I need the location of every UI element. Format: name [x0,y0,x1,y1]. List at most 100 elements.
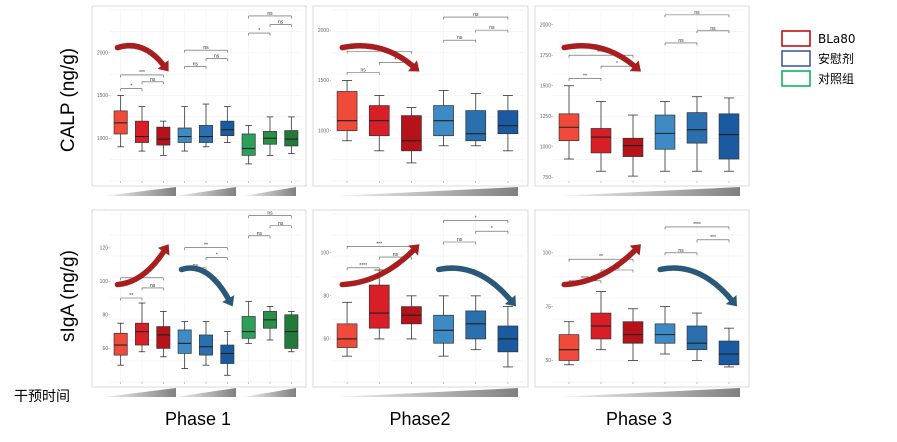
calp-phase2-box-4 [465,93,487,183]
sig-label: ns [267,11,273,17]
trend-arrow-shaft [339,247,416,288]
siga-phase3-time-wedge-0 [556,388,740,397]
trend-arrow-head [629,244,641,256]
siga-phase2-box-2 [401,295,422,384]
siga-phase1-box-1 [135,302,149,384]
siga-phase2-tick-label: 80 [323,294,329,300]
box-body [241,316,256,339]
calp-phase3-box-1 [590,101,612,183]
box-body [241,133,256,156]
calp-phase1-sig-3: ns [184,61,207,69]
siga-phase1-trend-arrow-0 [114,244,170,288]
calp-phase1-sig-5: ns [184,45,228,53]
siga-phase3-box-4 [686,312,708,384]
siga-phase3-tick-label: 75 [545,304,551,310]
sig-label: ns [678,38,684,44]
sig-label: ns [257,231,263,237]
calp-phase3-tick-label: 2000 [540,22,551,28]
sig-label: ns [193,61,199,67]
sig-label: ns [267,211,273,217]
siga-phase3-box-2 [622,308,644,384]
siga-phase2-panel: 60 80 100 **** ns *** ns * * [312,209,529,397]
calp-phase1-time-wedge-2 [243,187,296,196]
box-body [465,310,487,340]
calp-phase1-tick-label: 1000 [97,136,108,142]
siga-phase1-frame [91,209,307,388]
box-body [177,127,192,143]
sig-label: ns [710,26,716,32]
sig-label: * [616,61,618,67]
sig-label: ** [599,254,603,260]
trend-arrow-head [408,60,420,72]
siga-phase3-box-1 [590,291,612,384]
legend-swatch-bla80 [781,30,811,47]
calp-phase1-box-8 [284,116,299,183]
trend-arrow-shaft [178,265,231,302]
calp-phase3-sig-4: ns [696,26,730,34]
calp-phase1-box-1 [135,106,149,183]
calp-phase1-box-7 [263,116,277,183]
calp-phase1-box-3 [177,106,192,183]
sig-label: ** [204,243,208,249]
sig-label: **** [693,222,701,228]
box-body [558,334,580,361]
calp-phase1-sig-0: * [120,84,143,92]
siga-phase3-tick-label: 100 [543,250,552,256]
calp-phase1-sig-4: ns [205,54,228,62]
sig-label: ns [678,248,684,254]
calp-phase1-time-wedge-1 [175,187,236,196]
siga-phase1-sig-7: ns [269,221,292,229]
legend-swatch-placebo [781,50,811,67]
sig-label: * [130,84,132,90]
trend-arrow-shaft [114,42,166,68]
box-body [368,284,390,329]
box-body [686,112,708,144]
calp-phase1-tick-label: 2000 [97,50,108,56]
siga-phase1-box-8 [284,311,299,384]
siga-phase2-sig-3: ns [443,237,477,245]
calp-phase1-time-wedge-0 [104,187,176,196]
siga-phase2-time-wedge-0 [334,388,518,397]
siga-phase2-box-4 [465,295,487,384]
calp-phase1-sig-7: ns [269,20,292,28]
siga-phase3-box-3 [654,306,676,384]
calp-phase2-sig-3: ns [443,35,477,43]
sig-label: ns [393,252,399,258]
phase-1-label: Phase 1 [165,409,231,429]
calp-phase3-sig-3: ns [664,38,698,46]
siga-axis-title: sIgA (ng/g) [58,250,79,342]
trend-arrow-shaft [114,248,167,288]
calp-phase1-box-2 [156,120,171,183]
siga-phase2-sig-0: **** [346,263,380,271]
calp-phase2-tick-label: 2000 [318,28,329,34]
calp-axis-title: CALP (ng/g) [58,48,79,152]
sig-label: * [491,226,493,232]
box-body [336,91,358,132]
box-body [336,323,358,348]
box-body [113,332,128,356]
calp-phase1-sig-8: ns [248,11,292,19]
siga-phase1-tick-label: 60 [102,346,108,352]
sig-label: ns [694,10,700,16]
calp-phase2-box-2 [401,107,422,183]
siga-phase1-box-3 [177,321,192,384]
sig-label: * [394,57,396,63]
sig-label: * [216,253,218,259]
calp-phase3-tick-label: 1500 [540,83,551,89]
calp-phase2-trend-arrow-0 [339,43,420,72]
calp-phase1-box-0 [113,95,128,183]
legend: BLa80 安慰剂 对照组 [781,30,856,87]
siga-phase1-box-2 [156,311,171,384]
calp-phase3-box-4 [686,96,708,183]
calp-phase3-box-2 [622,114,644,183]
sig-label: ns [361,67,367,73]
siga-phase1-sig-6: ns [248,231,271,239]
box-body [718,340,740,366]
siga-phase2-box-0 [336,301,358,384]
siga-phase1-sig-8: ns [248,211,292,219]
siga-phase1-box-6 [241,300,256,384]
siga-phase3-sig-3: ns [664,248,698,256]
